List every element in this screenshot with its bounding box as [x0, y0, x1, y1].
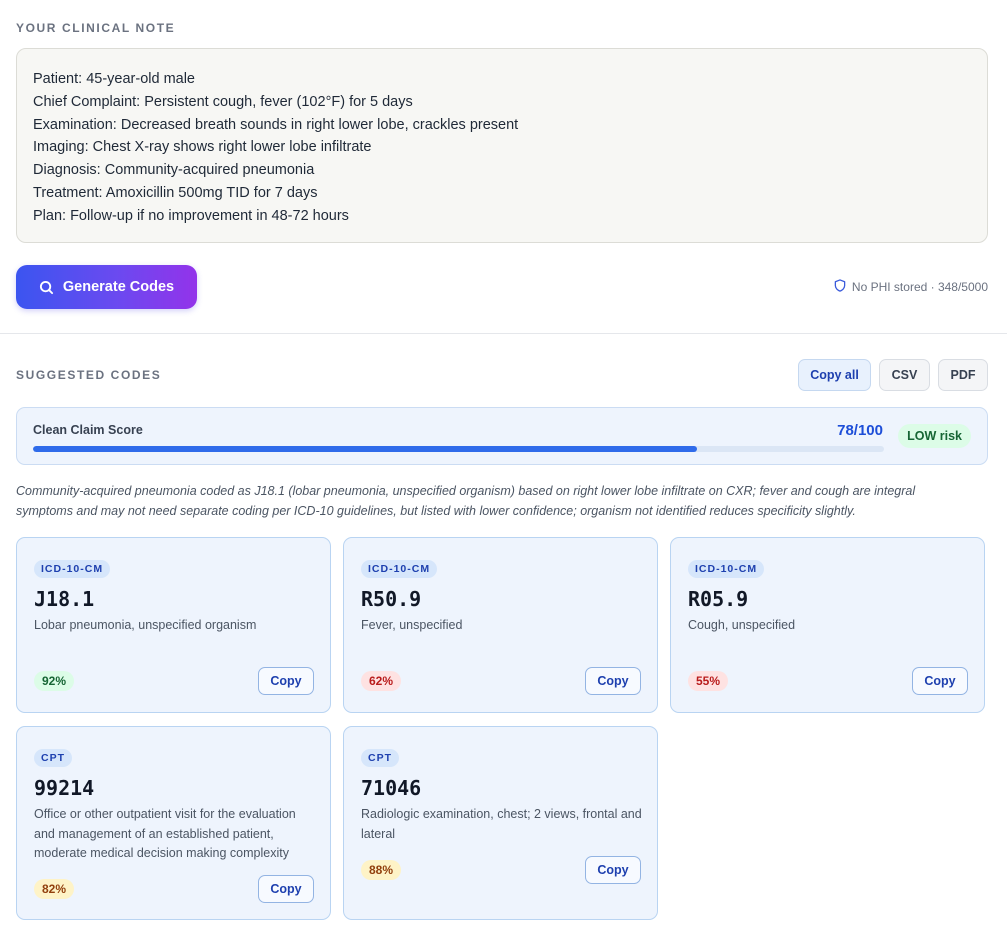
note-line: Examination: Decreased breath sounds in … — [33, 116, 519, 133]
code-card: ICD-10-CM J18.1 Lobar pneumonia, unspeci… — [16, 537, 331, 713]
score-value: 78/100 — [837, 422, 883, 439]
code-type-badge: ICD-10-CM — [688, 560, 765, 578]
copy-code-button[interactable]: Copy — [258, 875, 314, 903]
confidence-badge: 62% — [361, 671, 402, 691]
code-type-badge: CPT — [34, 749, 72, 767]
score-label: Clean Claim Score — [33, 423, 143, 437]
shield-icon — [834, 279, 846, 295]
confidence-badge: 55% — [688, 671, 729, 691]
risk-badge: LOW risk — [898, 424, 971, 448]
score-progress-fill — [33, 446, 697, 452]
export-pdf-button[interactable]: PDF — [938, 359, 988, 391]
code-description: Radiologic examination, chest; 2 views, … — [361, 807, 642, 841]
search-icon — [39, 280, 54, 295]
export-csv-button[interactable]: CSV — [879, 359, 930, 391]
note-line: Treatment: Amoxicillin 500mg TID for 7 d… — [33, 184, 318, 201]
copy-code-button[interactable]: Copy — [912, 667, 968, 695]
section-title-clinical-note: YOUR CLINICAL NOTE — [16, 21, 176, 35]
note-line: Imaging: Chest X-ray shows right lower l… — [33, 139, 372, 156]
code-card: ICD-10-CM R05.9 Cough, unspecified 55% C… — [670, 537, 985, 713]
code-description: Cough, unspecified — [688, 618, 796, 632]
note-line: Chief Complaint: Persistent cough, fever… — [33, 93, 413, 110]
note-line: Plan: Follow-up if no improvement in 48-… — [33, 207, 349, 224]
privacy-indicator: No PHI stored · 348/5000 — [834, 279, 988, 295]
code-card: CPT 71046 Radiologic examination, chest;… — [343, 726, 658, 920]
code-value: 99214 — [34, 776, 95, 800]
copy-all-button[interactable]: Copy all — [798, 359, 871, 391]
generate-codes-button[interactable]: Generate Codes — [16, 265, 197, 309]
code-value: J18.1 — [34, 587, 95, 611]
generate-codes-label: Generate Codes — [62, 279, 175, 295]
note-line: Diagnosis: Community-acquired pneumonia — [33, 162, 315, 179]
privacy-text: No PHI stored · 348/5000 — [851, 280, 988, 294]
code-card: ICD-10-CM R50.9 Fever, unspecified 62% C… — [343, 537, 658, 713]
code-description: Lobar pneumonia, unspecified organism — [34, 618, 257, 632]
clinical-note-textarea[interactable]: Patient: 45-year-old male Chief Complain… — [16, 48, 988, 243]
copy-code-button[interactable]: Copy — [585, 667, 641, 695]
section-title-suggested-codes: SUGGESTED CODES — [16, 368, 162, 382]
code-card: CPT 99214 Office or other outpatient vis… — [16, 726, 331, 920]
score-progress-bar — [33, 446, 884, 452]
code-type-badge: ICD-10-CM — [34, 560, 111, 578]
clean-claim-score-card: Clean Claim Score 78/100 LOW risk — [16, 407, 988, 465]
section-divider — [0, 333, 1007, 334]
code-description: Fever, unspecified — [361, 618, 463, 632]
note-line: Patient: 45-year-old male — [33, 71, 195, 87]
copy-code-button[interactable]: Copy — [258, 667, 314, 695]
code-value: 71046 — [361, 776, 422, 800]
code-value: R05.9 — [688, 587, 749, 611]
confidence-badge: 92% — [34, 671, 75, 691]
code-value: R50.9 — [361, 587, 422, 611]
code-type-badge: ICD-10-CM — [361, 560, 438, 578]
confidence-badge: 88% — [361, 860, 402, 880]
code-description: Office or other outpatient visit for the… — [34, 807, 296, 861]
confidence-badge: 82% — [34, 879, 75, 899]
coding-rationale: Community-acquired pneumonia coded as J1… — [16, 484, 916, 518]
copy-code-button[interactable]: Copy — [585, 856, 641, 884]
code-type-badge: CPT — [361, 749, 399, 767]
